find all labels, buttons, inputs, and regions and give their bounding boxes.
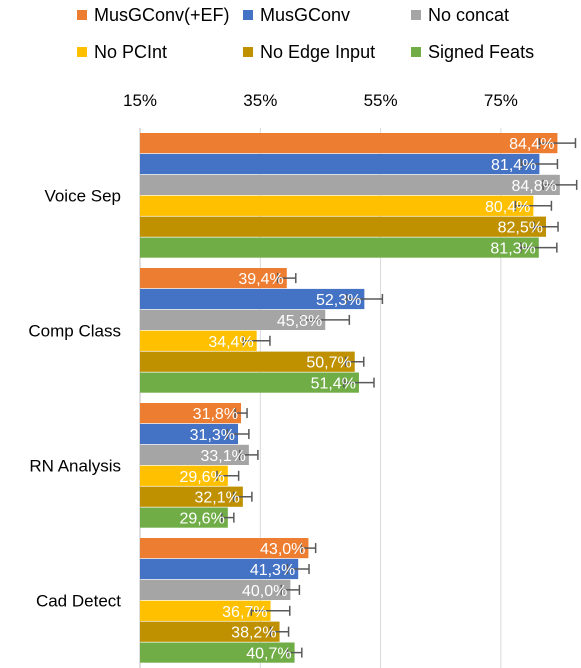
legend-label-no-edge-input: No Edge Input <box>260 42 375 62</box>
x-tick-label: 55% <box>364 91 398 110</box>
legend-label-no-pcint: No PCInt <box>94 42 167 62</box>
x-tick-label: 75% <box>484 91 518 110</box>
bar <box>140 309 326 330</box>
data-label: 50,7% <box>306 355 351 372</box>
error-bar <box>233 491 253 502</box>
error-bar <box>519 242 558 253</box>
bar <box>140 195 534 216</box>
bar <box>140 486 243 507</box>
legend-swatch-signed-feats <box>411 47 421 57</box>
bar <box>140 288 365 310</box>
legend-label-signed-feats: Signed Feats <box>428 42 534 62</box>
error-bar <box>216 470 240 481</box>
category-label: Voice Sep <box>44 187 121 206</box>
data-label: 31,8% <box>193 406 238 423</box>
bar <box>140 174 560 195</box>
bar <box>140 351 355 372</box>
category-labels: Voice Sep Comp Class RN Analysis Cad Detect <box>28 187 121 611</box>
bar <box>140 237 539 258</box>
x-axis-ticks: 15% 35% 55% 75% <box>123 91 518 110</box>
bar <box>140 579 291 600</box>
data-label: 52,3% <box>316 292 361 309</box>
data-label: 31,3% <box>190 427 235 444</box>
error-bar <box>221 512 235 523</box>
data-label: 32,1% <box>194 490 239 507</box>
bars: 84,4% 81,4% 84,8% 80,4% 82,5% 81,3% 39,4% 52,3%… <box>140 133 578 663</box>
error-bar <box>286 564 310 574</box>
error-bar <box>533 221 559 232</box>
data-label: 40,0% <box>242 583 287 600</box>
error-bar <box>344 356 365 367</box>
category-label: Cad Detect <box>36 592 121 611</box>
data-label: 29,6% <box>179 511 224 528</box>
error-bar <box>286 647 303 658</box>
error-bar <box>242 335 271 346</box>
bar <box>140 444 249 465</box>
bar <box>140 465 228 486</box>
error-bar <box>514 200 553 211</box>
bar <box>140 642 295 663</box>
data-label: 38,2% <box>231 625 276 642</box>
data-label: 29,6% <box>179 469 224 486</box>
category-label: RN Analysis <box>29 457 121 476</box>
data-label: 41,3% <box>250 562 295 579</box>
bar <box>140 216 547 237</box>
legend-swatch-musgconv-ef <box>77 10 87 20</box>
error-bar <box>250 605 291 616</box>
error-bar <box>300 314 351 325</box>
error-bar <box>234 408 248 419</box>
bar <box>140 133 558 154</box>
error-bar <box>239 449 259 460</box>
error-bar <box>300 543 317 554</box>
bar <box>140 153 540 175</box>
data-label: 82,5% <box>498 220 543 237</box>
error-bar <box>542 179 578 190</box>
error-bar <box>343 377 375 388</box>
data-label: 80,4% <box>485 199 530 216</box>
data-label: 81,4% <box>491 157 536 174</box>
legend: MusGConv(+EF) MusGConv No concat No PCInt No… <box>77 5 534 62</box>
data-label: 81,3% <box>490 241 535 258</box>
data-label: 34,4% <box>208 334 253 351</box>
error-bar <box>280 584 301 595</box>
legend-swatch-no-edge-input <box>243 47 253 57</box>
error-bar <box>226 429 250 439</box>
error-bar <box>520 159 559 169</box>
bar <box>140 330 257 351</box>
data-label: 51,4% <box>311 376 356 393</box>
error-bar <box>276 273 297 284</box>
data-label: 39,4% <box>238 271 283 288</box>
category-label: Comp Class <box>28 322 121 341</box>
legend-swatch-no-concat <box>411 10 421 20</box>
error-bar <box>269 626 290 637</box>
error-bar <box>538 138 577 149</box>
bar <box>140 621 280 642</box>
legend-label-musgconv: MusGConv <box>260 5 350 25</box>
error-bar <box>345 294 384 304</box>
bar <box>140 558 299 580</box>
bar <box>140 372 359 393</box>
legend-swatch-musgconv <box>243 10 253 20</box>
legend-label-musgconv-ef: MusGConv(+EF) <box>94 5 230 25</box>
data-label: 36,7% <box>222 604 267 621</box>
data-label: 33,1% <box>200 448 245 465</box>
legend-label-no-concat: No concat <box>428 5 509 25</box>
bar <box>140 403 242 424</box>
x-tick-label: 15% <box>123 91 157 110</box>
bar <box>140 268 287 289</box>
data-label: 84,4% <box>509 136 554 153</box>
data-label: 43,0% <box>260 541 305 558</box>
legend-swatch-no-pcint <box>77 47 87 57</box>
bar <box>140 423 239 445</box>
bar <box>140 600 271 621</box>
x-tick-label: 35% <box>243 91 277 110</box>
bar <box>140 538 309 559</box>
bar <box>140 507 228 528</box>
data-label: 84,8% <box>511 178 556 195</box>
data-label: 45,8% <box>277 313 322 330</box>
data-label: 40,7% <box>246 646 291 663</box>
